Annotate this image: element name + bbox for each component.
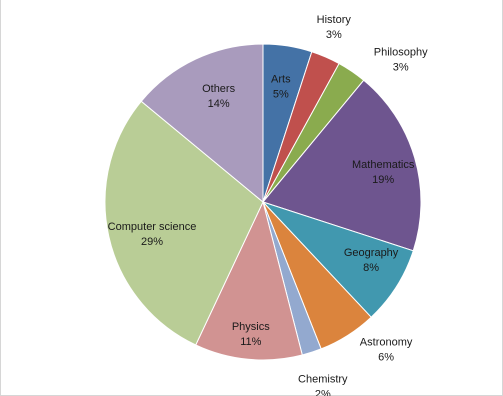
slice-label-arts: Arts: [271, 74, 291, 86]
pie-slice-computer-science: [104, 100, 264, 346]
slice-label-philosophy: Philosophy: [374, 46, 428, 58]
slice-label-mathematics: Mathematics: [352, 159, 415, 171]
slice-label-others: Others: [202, 83, 236, 95]
slice-percent-mathematics: 19%: [372, 174, 394, 186]
slice-percent-arts: 5%: [273, 89, 289, 101]
slice-percent-geography: 8%: [363, 262, 379, 274]
pie-slice-physics: [195, 200, 303, 361]
pie-slice-mathematics: [262, 79, 422, 252]
slice-percent-others: 14%: [208, 98, 230, 110]
slice-percent-physics: 11%: [240, 336, 261, 348]
slice-label-physics: Physics: [232, 321, 270, 333]
slice-label-history: History: [317, 14, 352, 26]
slice-percent-astronomy: 6%: [378, 352, 394, 364]
slice-label-chemistry: Chemistry: [298, 373, 348, 385]
slice-percent-computer-science: 29%: [141, 236, 163, 248]
slice-label-geography: Geography: [344, 247, 399, 259]
pie-slice-others: [140, 43, 264, 204]
slice-label-computer-science: Computer science: [108, 221, 197, 233]
slice-label-astronomy: Astronomy: [360, 337, 413, 349]
slice-percent-history: 3%: [326, 29, 342, 41]
slice-percent-chemistry: 2%: [315, 388, 331, 396]
slice-percent-philosophy: 3%: [393, 61, 409, 73]
